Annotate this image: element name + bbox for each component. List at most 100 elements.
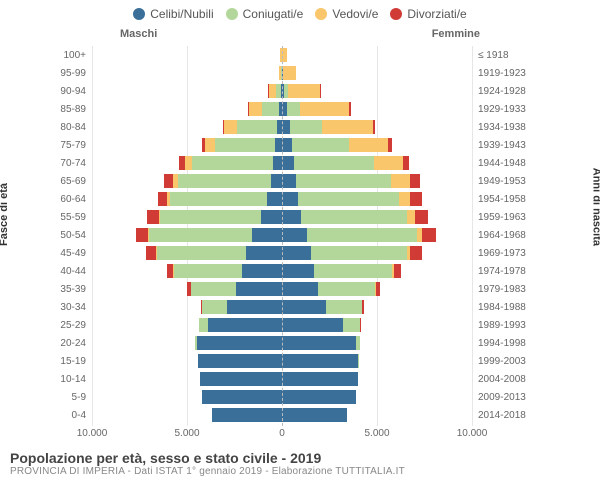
age-label: 0-4 — [52, 410, 92, 421]
bar-segment — [388, 138, 392, 152]
x-axis: 10.0005.00005.00010.000 — [92, 428, 472, 446]
bar-segment — [373, 120, 375, 134]
chart-row: 75-791939-1943 — [52, 136, 534, 154]
bar-segment — [322, 120, 373, 134]
female-bar — [282, 335, 472, 351]
chart-row: 5-92009-2013 — [52, 388, 534, 406]
bar-pair — [92, 263, 472, 279]
bar-segment — [227, 300, 282, 314]
legend-swatch — [390, 8, 402, 20]
bar-segment — [403, 156, 410, 170]
bar-pair — [92, 83, 472, 99]
bar-pair — [92, 227, 472, 243]
bar-segment — [294, 156, 374, 170]
bar-segment — [282, 372, 358, 386]
female-bar — [282, 227, 472, 243]
bar-pair — [92, 65, 472, 81]
male-bar — [92, 299, 282, 315]
birth-year-label: 1934-1938 — [472, 122, 534, 133]
bar-segment — [282, 282, 318, 296]
age-label: 50-54 — [52, 230, 92, 241]
bar-segment — [282, 336, 356, 350]
bar-segment — [199, 318, 208, 332]
female-bar — [282, 47, 472, 63]
bar-pair — [92, 317, 472, 333]
pyramid-chart: Fasce di età Anni di nascita 100+≤ 19189… — [0, 46, 600, 446]
bar-segment — [391, 174, 410, 188]
bar-segment — [174, 264, 242, 278]
bar-segment — [136, 228, 148, 242]
male-bar — [92, 281, 282, 297]
bar-segment — [399, 192, 410, 206]
age-label: 35-39 — [52, 284, 92, 295]
birth-year-label: 1959-1963 — [472, 212, 534, 223]
bar-segment — [198, 354, 282, 368]
chart-title: Popolazione per età, sesso e stato civil… — [10, 450, 590, 466]
bar-pair — [92, 119, 472, 135]
bar-segment — [292, 138, 349, 152]
chart-row: 0-4 2014-2018 — [52, 406, 534, 424]
bar-segment — [300, 102, 349, 116]
chart-row: 25-291989-1993 — [52, 316, 534, 334]
age-label: 60-64 — [52, 194, 92, 205]
male-bar — [92, 191, 282, 207]
x-tick: 0 — [279, 428, 285, 439]
age-label: 10-14 — [52, 374, 92, 385]
male-bar — [92, 389, 282, 405]
bar-segment — [282, 264, 314, 278]
legend-item: Vedovi/e — [315, 7, 378, 21]
chart-row: 65-691949-1953 — [52, 172, 534, 190]
bar-segment — [178, 174, 271, 188]
x-tick: 10.000 — [457, 428, 488, 439]
legend-label: Celibi/Nubili — [150, 7, 213, 21]
male-bar — [92, 263, 282, 279]
bar-segment — [410, 192, 421, 206]
bar-segment — [307, 228, 417, 242]
male-bar — [92, 317, 282, 333]
legend-label: Coniugati/e — [243, 7, 304, 21]
bar-segment — [271, 174, 282, 188]
bar-segment — [146, 246, 156, 260]
bar-segment — [185, 156, 192, 170]
bar-segment — [192, 156, 274, 170]
birth-year-label: 1924-1928 — [472, 86, 534, 97]
bar-pair — [92, 191, 472, 207]
bar-pair — [92, 173, 472, 189]
bar-segment — [287, 102, 300, 116]
bar-segment — [282, 408, 347, 422]
age-label: 30-34 — [52, 302, 92, 313]
male-bar — [92, 407, 282, 423]
bar-segment — [296, 174, 391, 188]
bar-segment — [282, 48, 286, 62]
bar-pair — [92, 407, 472, 423]
bar-segment — [208, 318, 282, 332]
chart-row: 90-941924-1928 — [52, 82, 534, 100]
female-bar — [282, 101, 472, 117]
bar-segment — [282, 174, 296, 188]
age-label: 15-19 — [52, 356, 92, 367]
male-bar — [92, 101, 282, 117]
chart-row: 70-741944-1948 — [52, 154, 534, 172]
bar-segment — [314, 264, 392, 278]
bar-pair — [92, 335, 472, 351]
bar-segment — [394, 264, 402, 278]
birth-year-label: 1944-1948 — [472, 158, 534, 169]
bar-segment — [318, 282, 375, 296]
female-bar — [282, 371, 472, 387]
legend-item: Coniugati/e — [226, 7, 304, 21]
bar-segment — [249, 102, 262, 116]
birth-year-label: 2014-2018 — [472, 410, 534, 421]
bar-segment — [290, 120, 322, 134]
birth-year-label: 1939-1943 — [472, 140, 534, 151]
bar-segment — [374, 156, 403, 170]
bar-segment — [197, 336, 283, 350]
birth-year-label: 1989-1993 — [472, 320, 534, 331]
chart-row: 10-142004-2008 — [52, 370, 534, 388]
female-bar — [282, 137, 472, 153]
age-label: 95-99 — [52, 68, 92, 79]
bar-segment — [282, 390, 356, 404]
chart-row: 40-441974-1978 — [52, 262, 534, 280]
male-bar — [92, 227, 282, 243]
female-bar — [282, 83, 472, 99]
male-bar — [92, 173, 282, 189]
